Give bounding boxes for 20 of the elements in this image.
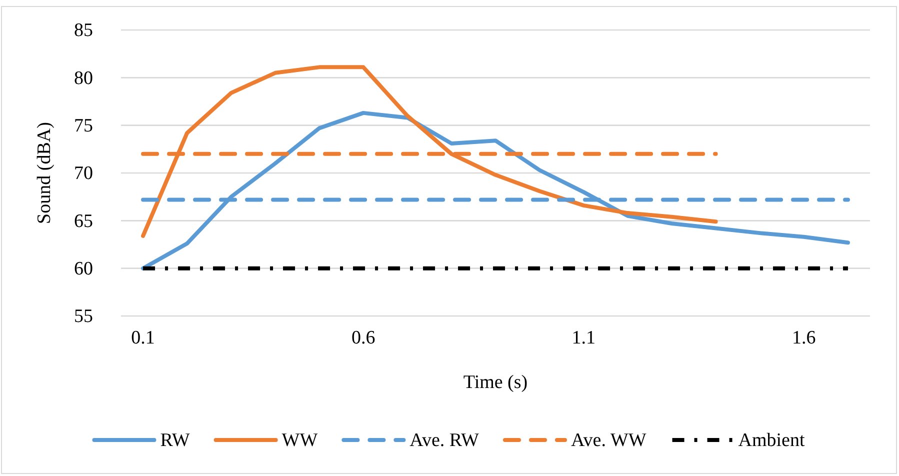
y-tick-label: 85 [74,20,93,42]
x-tick-label: 1.1 [572,327,596,348]
y-tick-label: 60 [74,258,93,280]
legend-label: Ambient [738,430,806,451]
y-tick-label: 65 [74,210,93,232]
y-tick-label: 70 [74,163,93,184]
x-tick-label: 0.6 [351,327,376,348]
legend-label: WW [282,430,318,451]
y-tick-label: 75 [74,115,93,136]
legend-label: Ave. RW [410,430,480,451]
x-axis-title: Time (s) [463,372,528,393]
y-tick-label: 80 [74,68,93,89]
x-tick-label: 1.6 [792,327,816,348]
y-axis-title: Sound (dBA) [34,122,55,224]
line-series [141,65,718,238]
y-tick-label: 55 [74,306,93,328]
legend-label: Ave. WW [570,430,646,451]
x-tick-label: 0.1 [131,327,155,348]
legend-label: RW [160,430,190,451]
line-series [141,110,850,270]
